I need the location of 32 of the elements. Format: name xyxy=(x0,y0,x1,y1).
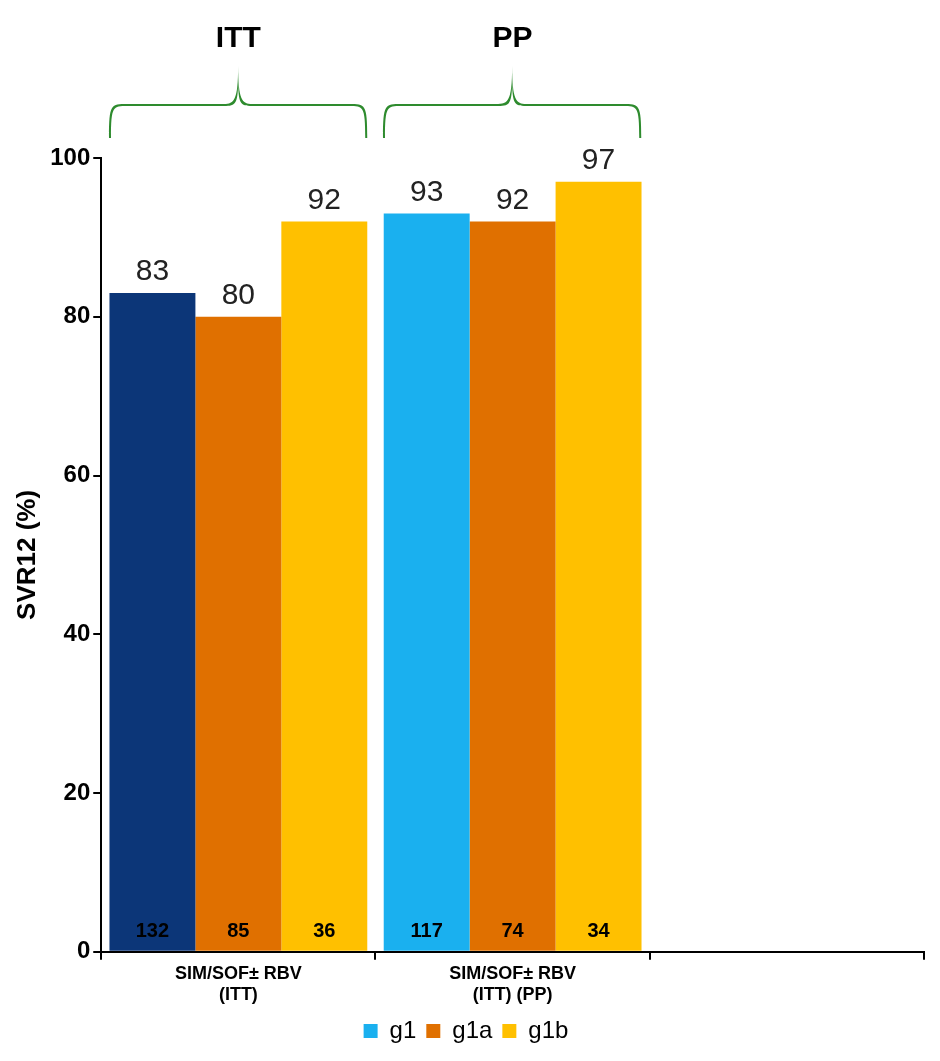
annotation: 36 xyxy=(313,919,336,942)
x-tick-label: SIM/SOF± RBV (ITT) xyxy=(174,962,302,1005)
annotation: 132 xyxy=(135,919,170,942)
annotation: 117 xyxy=(410,919,443,942)
y-axis-title: SVR12 (%) xyxy=(10,489,41,620)
y-tick-label: 0 xyxy=(76,936,91,964)
data-label: 93 xyxy=(410,173,444,207)
annotation: 74 xyxy=(501,919,525,942)
bar xyxy=(555,181,642,951)
bar xyxy=(281,221,368,951)
data-label: 92 xyxy=(307,181,341,215)
text: PP xyxy=(491,20,534,54)
legend-label: g1b xyxy=(528,1015,569,1043)
y-tick-label: 20 xyxy=(63,777,91,805)
x-tick-label: SIM/SOF± RBV (ITT) (PP) xyxy=(449,962,577,1005)
data-label: 92 xyxy=(495,181,530,215)
legend-label: g1a xyxy=(452,1015,493,1043)
bar xyxy=(195,316,282,951)
y-tick-label: 100 xyxy=(50,142,91,170)
annotation: 34 xyxy=(587,919,611,942)
bar xyxy=(109,292,196,951)
y-tick-label: 80 xyxy=(63,301,91,329)
bar xyxy=(469,221,556,951)
y-tick-label: 40 xyxy=(63,618,91,646)
bar xyxy=(383,213,470,951)
data-label: 97 xyxy=(581,142,616,176)
text: ITT xyxy=(214,20,262,54)
annotation: 85 xyxy=(227,919,250,942)
data-label: 80 xyxy=(221,277,256,311)
legend-label: g1 xyxy=(389,1015,417,1043)
y-tick-label: 60 xyxy=(63,460,91,488)
data-label: 83 xyxy=(135,253,170,287)
